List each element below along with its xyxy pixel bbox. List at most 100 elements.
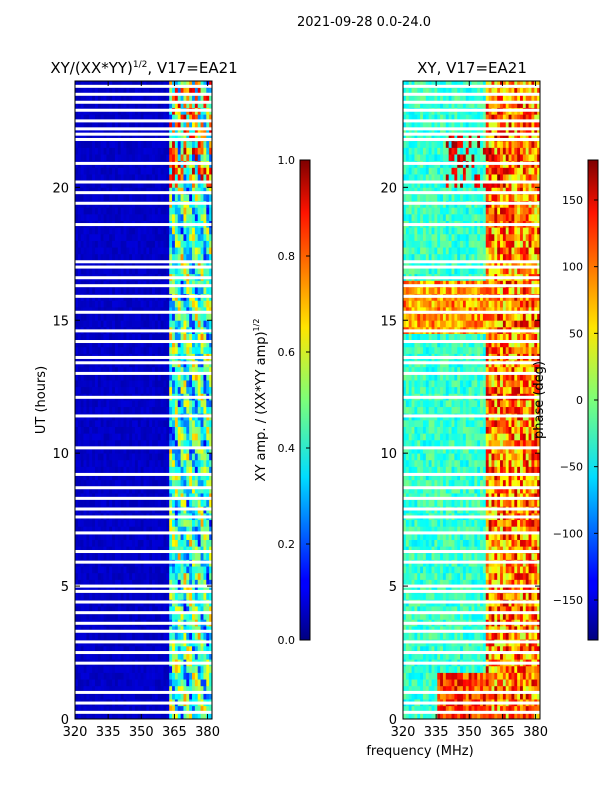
heatmap-cell xyxy=(106,546,110,554)
heatmap-cell xyxy=(172,406,176,414)
heatmap-cell xyxy=(86,546,90,554)
heatmap-cell xyxy=(94,140,99,148)
heatmap-cell xyxy=(100,260,104,268)
heatmap-cell xyxy=(140,114,144,122)
heatmap-cell xyxy=(86,400,90,408)
heatmap-cell xyxy=(189,679,193,687)
heatmap-cell xyxy=(163,546,167,554)
heatmap-cell xyxy=(100,233,104,241)
heatmap-cell xyxy=(100,174,104,182)
heatmap-cell xyxy=(152,247,156,255)
heatmap-cell xyxy=(132,665,136,673)
heatmap-cell xyxy=(100,114,104,122)
heatmap-cell xyxy=(186,552,190,560)
heatmap-cell xyxy=(120,193,124,202)
heatmap-cell xyxy=(94,400,99,408)
heatmap-cell xyxy=(146,499,150,507)
heatmap-cell xyxy=(166,606,170,614)
heatmap-cell xyxy=(160,426,164,434)
heatmap-cell xyxy=(97,346,102,354)
heatmap-cell xyxy=(203,180,207,188)
heatmap-cell xyxy=(134,280,139,288)
heatmap-cell xyxy=(206,174,210,182)
heatmap-cell xyxy=(112,187,116,195)
heatmap-cell xyxy=(83,705,87,713)
heatmap-cell xyxy=(126,87,130,95)
heatmap-cell xyxy=(106,140,110,148)
heatmap-cell xyxy=(89,433,93,441)
heatmap-cell xyxy=(89,267,93,275)
heatmap-cell xyxy=(83,446,87,454)
heatmap-cell xyxy=(163,433,167,441)
heatmap-cell xyxy=(143,539,147,547)
heatmap-cell xyxy=(414,692,418,700)
heatmap-cell xyxy=(106,180,110,188)
heatmap-cell xyxy=(100,120,104,128)
heatmap-cell xyxy=(114,147,119,155)
heatmap-cell xyxy=(200,167,204,175)
heatmap-cell xyxy=(120,692,124,700)
heatmap-cell xyxy=(83,253,87,261)
heatmap-cell xyxy=(117,406,122,414)
heatmap-cell xyxy=(166,625,170,634)
heatmap-cell xyxy=(183,652,187,660)
heatmap-cell xyxy=(97,486,102,494)
heatmap-cell xyxy=(408,692,412,700)
heatmap-cell xyxy=(94,679,99,687)
heatmap-cell xyxy=(112,439,116,447)
heatmap-cell xyxy=(157,606,162,614)
heatmap-cell xyxy=(177,579,181,587)
heatmap-cell xyxy=(92,712,96,719)
heatmap-cell xyxy=(152,606,156,614)
heatmap-cell xyxy=(206,346,210,354)
heatmap-cell xyxy=(157,114,162,122)
flagged-row xyxy=(75,651,212,655)
heatmap-cell xyxy=(174,632,179,640)
heatmap-cell xyxy=(186,313,190,321)
heatmap-cell xyxy=(209,692,212,700)
flagged-row xyxy=(75,611,212,615)
heatmap-cell xyxy=(194,253,199,261)
heatmap-cell xyxy=(163,632,167,640)
heatmap-cell xyxy=(117,213,122,221)
heatmap-cell xyxy=(137,499,142,507)
heatmap-cell xyxy=(183,426,187,434)
heatmap-cell xyxy=(192,592,196,600)
heatmap-cell xyxy=(140,267,144,275)
heatmap-cell xyxy=(77,280,82,288)
heatmap-cell xyxy=(86,466,90,474)
heatmap-cell xyxy=(200,94,204,102)
heatmap-cell xyxy=(123,579,127,587)
heatmap-cell xyxy=(189,479,193,487)
heatmap-cell xyxy=(106,419,110,427)
heatmap-cell xyxy=(109,665,113,673)
heatmap-cell xyxy=(114,187,119,195)
heatmap-cell xyxy=(109,340,113,348)
heatmap-cell xyxy=(180,287,184,295)
heatmap-cell xyxy=(200,546,204,554)
heatmap-cell xyxy=(186,459,190,467)
heatmap-cell xyxy=(109,400,113,408)
heatmap-cell xyxy=(488,685,492,693)
heatmap-cell xyxy=(117,486,122,494)
heatmap-cell xyxy=(86,386,90,394)
heatmap-cell xyxy=(97,499,102,507)
heatmap-cell xyxy=(197,134,201,142)
heatmap-cell xyxy=(126,147,130,155)
heatmap-cell xyxy=(120,473,124,481)
heatmap-cell xyxy=(100,313,104,321)
heatmap-cell xyxy=(123,147,127,155)
heatmap-cell xyxy=(157,692,162,700)
heatmap-cell xyxy=(200,114,204,122)
heatmap-cell xyxy=(203,712,207,719)
heatmap-cell xyxy=(166,253,170,261)
heatmap-cell xyxy=(192,280,196,288)
flagged-row xyxy=(75,260,212,264)
heatmap-cell xyxy=(154,240,159,248)
heatmap-cell xyxy=(140,625,144,634)
heatmap-cell xyxy=(92,419,96,427)
heatmap-cell xyxy=(203,253,207,261)
heatmap-cell xyxy=(129,526,133,534)
heatmap-cell xyxy=(97,406,102,414)
heatmap-cell xyxy=(154,625,159,634)
